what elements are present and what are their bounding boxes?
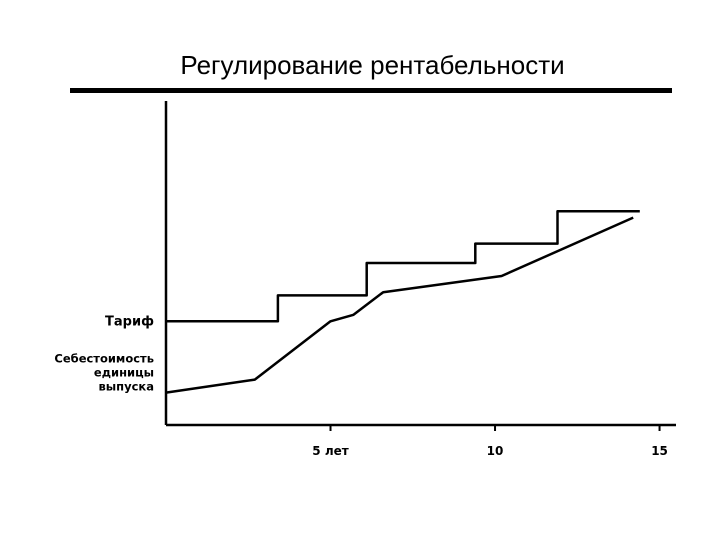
series-layer [165,209,640,394]
x-tick-label: 15 [651,444,668,458]
slide-title: Регулирование рентабельности [180,50,565,80]
x-tick-label: 10 [487,444,504,458]
x-ticks: 5 лет 10 15 [312,425,668,458]
tariff-label: Тариф [105,314,154,329]
x-tick-label: 5 лет [312,444,348,458]
title-underline [70,88,672,93]
cost-label: единицы [94,366,154,380]
tariff-line [166,209,640,323]
cost-label: Себестоимость [54,352,154,366]
cost-label: выпуска [98,380,154,394]
cost-line [165,216,634,394]
